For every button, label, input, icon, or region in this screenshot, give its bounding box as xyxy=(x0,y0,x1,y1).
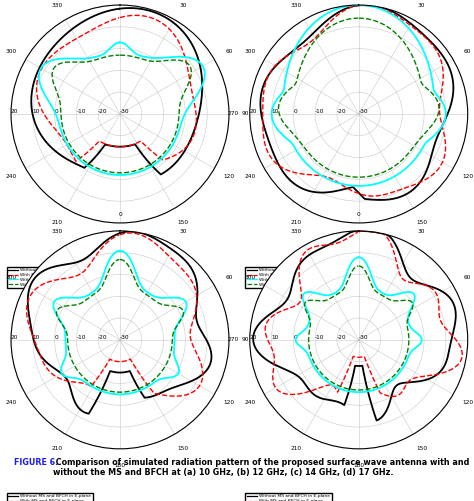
Text: (a): (a) xyxy=(113,284,127,294)
Text: Comparison of simulated radiation pattern of the proposed surface wave antenna w: Comparison of simulated radiation patter… xyxy=(53,457,470,477)
Text: (b): (b) xyxy=(351,284,366,294)
Text: FIGURE 6.: FIGURE 6. xyxy=(14,457,58,466)
Legend: Without MS and BFCH in E-plane, With MS and BFCH in E-plane, Without MS and BFCH: Without MS and BFCH in E-plane, With MS … xyxy=(246,267,332,289)
Legend: Without MS and BFCH in E-plane, With MS and BFCH in E-plane, Without MS and BFCH: Without MS and BFCH in E-plane, With MS … xyxy=(7,492,93,501)
Legend: Without MS and BFCH in E-plane, With MS and BFCH in E-plane, Without MS and BFCH: Without MS and BFCH in E-plane, With MS … xyxy=(7,267,93,289)
Legend: Without MS and BFCH in E-plane, With MS and BFCH in E-plane, Without MS and BFCH: Without MS and BFCH in E-plane, With MS … xyxy=(246,492,332,501)
